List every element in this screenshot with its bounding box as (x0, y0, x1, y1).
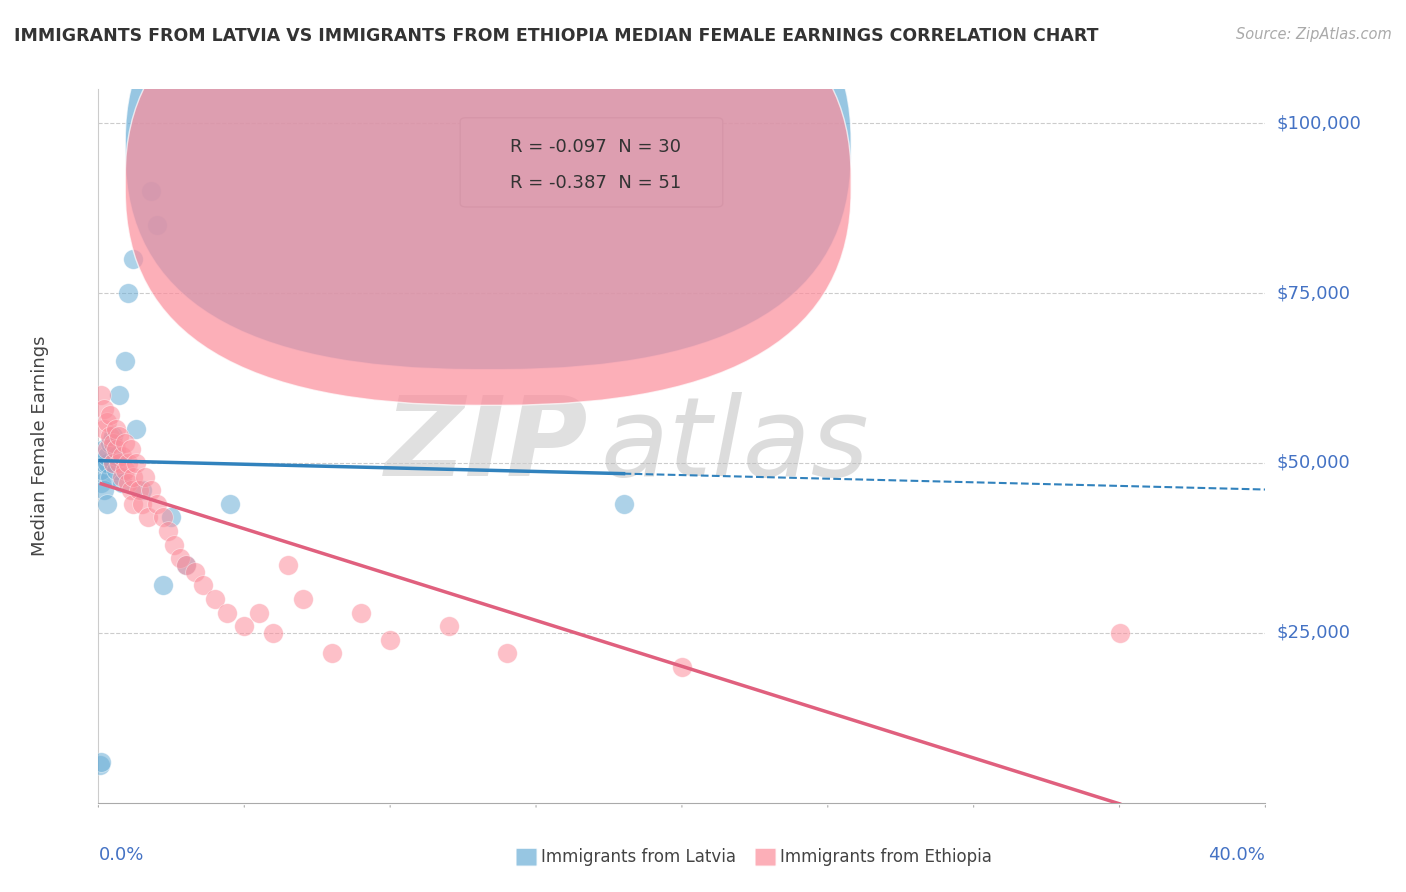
Point (89, 758, 111, 772)
Point (163, 537, 186, 551)
Point (139, 483, 162, 498)
Text: Median Female Earnings: Median Female Earnings (31, 335, 49, 557)
Text: R = -0.387  N = 51: R = -0.387 N = 51 (510, 174, 682, 192)
Point (98, 409, 121, 423)
Point (120, 442, 142, 457)
Text: $100,000: $100,000 (1277, 114, 1361, 132)
Point (157, 524, 180, 538)
Point (321, 646, 343, 660)
Point (96, 449, 118, 463)
Text: IMMIGRANTS FROM LATVIA VS IMMIGRANTS FROM ETHIOPIA MEDIAN FEMALE EARNINGS CORREL: IMMIGRANTS FROM LATVIA VS IMMIGRANTS FRO… (14, 27, 1098, 45)
Point (96, 442, 118, 457)
Text: atlas: atlas (600, 392, 869, 500)
Text: ZIP: ZIP (385, 392, 589, 500)
Point (122, 252, 145, 266)
Point (291, 591, 314, 606)
Text: $50,000: $50,000 (1277, 454, 1350, 472)
Point (174, 558, 197, 572)
Point (437, 619, 460, 633)
Text: $25,000: $25,000 (1277, 624, 1351, 642)
Point (96, 456, 118, 470)
FancyBboxPatch shape (460, 118, 723, 207)
Point (218, 497, 240, 511)
Point (98, 429, 121, 443)
Point (96, 497, 118, 511)
Point (93, 456, 115, 470)
Point (90, 755, 112, 769)
Point (93, 422, 115, 436)
Point (174, 558, 197, 572)
Point (93, 401, 115, 416)
Point (111, 476, 134, 491)
Text: 40.0%: 40.0% (1209, 846, 1265, 863)
Point (131, 483, 153, 498)
Point (93, 442, 115, 457)
Point (90, 388, 112, 402)
Point (108, 388, 131, 402)
Point (183, 565, 205, 579)
Point (93, 483, 115, 498)
Point (204, 591, 226, 606)
Point (152, 510, 174, 524)
FancyBboxPatch shape (125, 0, 851, 369)
Text: 0.0%: 0.0% (98, 846, 143, 863)
Point (612, 497, 634, 511)
Point (160, 510, 183, 524)
Point (111, 469, 134, 483)
Text: Source: ZipAtlas.com: Source: ZipAtlas.com (1236, 27, 1392, 42)
Text: Immigrants from Latvia: Immigrants from Latvia (541, 848, 737, 866)
Point (134, 469, 156, 483)
Point (277, 558, 299, 572)
Point (122, 497, 145, 511)
Point (114, 354, 136, 368)
Point (114, 435, 136, 450)
Point (111, 449, 134, 463)
Point (101, 429, 124, 443)
Point (90, 476, 112, 491)
Text: $75,000: $75,000 (1277, 284, 1351, 302)
Point (108, 429, 131, 443)
Point (117, 476, 139, 491)
Point (101, 435, 124, 450)
Point (120, 483, 142, 498)
Point (215, 606, 238, 620)
Point (136, 510, 159, 524)
Point (262, 626, 284, 640)
Point (104, 449, 127, 463)
Point (380, 632, 402, 647)
Point (104, 442, 127, 457)
Point (152, 578, 174, 592)
Point (247, 606, 270, 620)
Point (131, 497, 153, 511)
Point (139, 184, 162, 198)
Point (350, 606, 373, 620)
Point (496, 646, 519, 660)
Point (114, 463, 136, 477)
Point (233, 619, 256, 633)
Point (125, 422, 148, 436)
Point (98, 469, 121, 483)
Point (98, 435, 121, 450)
Point (108, 456, 131, 470)
Point (101, 456, 124, 470)
Text: R = -0.097  N = 30: R = -0.097 N = 30 (510, 138, 682, 156)
Point (193, 578, 215, 592)
Point (146, 497, 169, 511)
Point (117, 456, 139, 470)
Point (104, 422, 127, 436)
Point (96, 415, 118, 429)
Text: Immigrants from Ethiopia: Immigrants from Ethiopia (780, 848, 993, 866)
Point (146, 218, 169, 232)
Point (671, 660, 693, 674)
Point (128, 483, 150, 498)
FancyBboxPatch shape (125, 0, 851, 405)
Point (1108, 626, 1130, 640)
Point (90, 463, 112, 477)
Point (117, 286, 139, 301)
Point (169, 551, 191, 566)
Point (104, 463, 127, 477)
Point (125, 456, 148, 470)
Point (122, 469, 145, 483)
Point (101, 456, 124, 470)
